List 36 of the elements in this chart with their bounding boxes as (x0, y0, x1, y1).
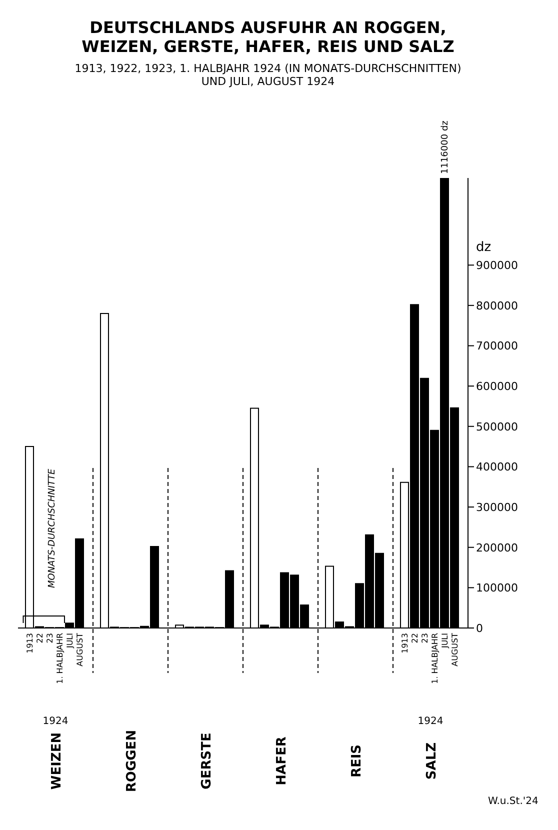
text: 23 (46, 633, 54, 644)
text: W.u.St.'24 (488, 796, 538, 807)
y-tick-label: 500000 (476, 420, 518, 434)
y-tick-label: 400000 (476, 460, 518, 474)
x-tick-label: REIS (350, 744, 364, 778)
text: 22 (410, 633, 420, 644)
y-tick-label: 900000 (476, 259, 518, 272)
y-tick-label: 800000 (476, 299, 518, 312)
text: JULI (66, 633, 74, 650)
chart-subtitle: 1913, 1922, 1923, 1. HALBJAHR 1924 (IN MONATS-DURCHSCHNITTEN) UND JULI, AUGUST 1924 (74, 62, 462, 88)
x-tick-label: GERSTE (200, 732, 214, 790)
y-tick-label: 600000 (476, 380, 518, 393)
y-tick-label: 200000 (476, 541, 518, 554)
text: 1. HALBJAHR (56, 632, 64, 684)
data-label: 1116000 dz (440, 120, 450, 174)
y-tick-label: 0 (476, 622, 483, 635)
text: 23 (420, 633, 430, 644)
chart-title: DEUTSCHLANDS AUSFUHR AN ROGGEN, WEIZEN, GERSTE, HAFER, REIS UND SALZ (80, 18, 456, 56)
y-tick-label: 100000 (476, 582, 518, 595)
text: AUGUST (76, 632, 84, 666)
text: 1924 (42, 716, 68, 727)
text: 1. HALBJAHR (430, 633, 440, 684)
text: AUGUST (450, 633, 460, 666)
x-tick-label: HAFER (274, 736, 290, 786)
x-tick-label: ROGGEN (124, 730, 140, 792)
x-tick-label: SALZ (424, 742, 440, 780)
text: 1924 (418, 716, 444, 727)
annotation: MONATS-DURCHSCHNITTE (48, 468, 58, 588)
text: JULI (440, 633, 450, 648)
y-axis-title: dz (476, 240, 492, 256)
text: 1913 (26, 633, 34, 654)
text: 1913 (400, 633, 410, 654)
y-tick-label: 700000 (476, 340, 518, 353)
x-tick-label: WEIZEN (50, 732, 64, 790)
text: 22 (36, 633, 44, 644)
y-tick-label: 300000 (476, 500, 518, 514)
